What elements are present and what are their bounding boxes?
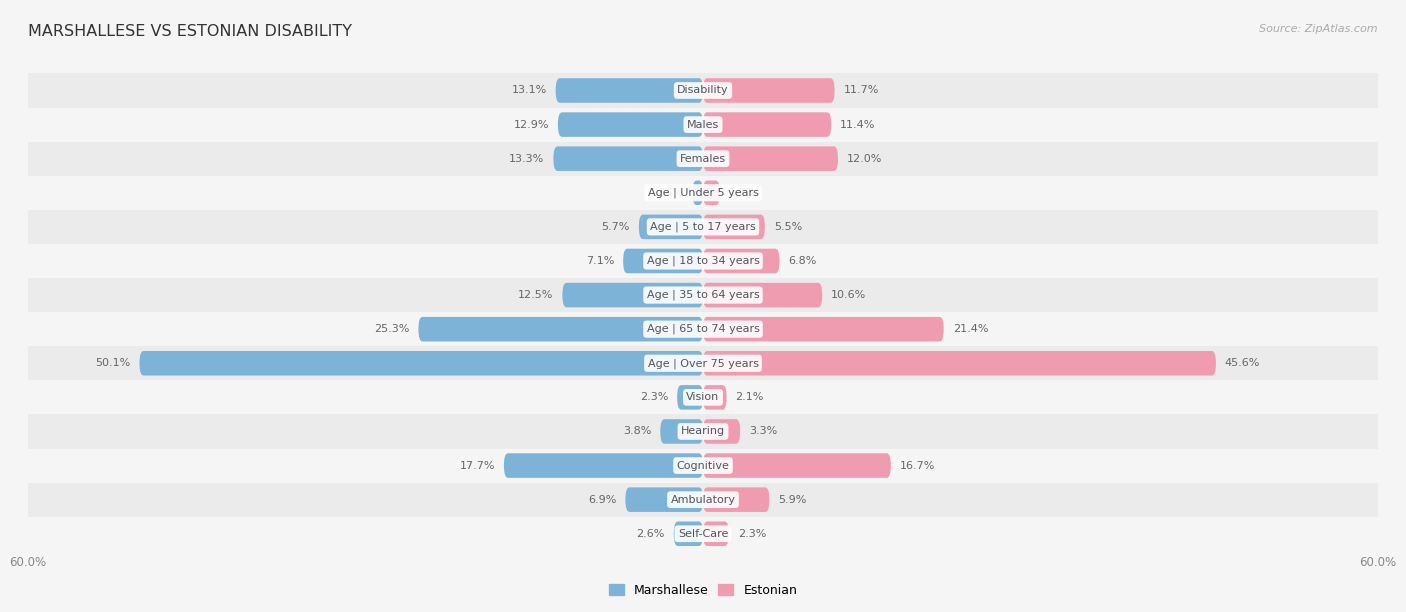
Text: 7.1%: 7.1% (586, 256, 614, 266)
Text: 3.8%: 3.8% (623, 427, 651, 436)
FancyBboxPatch shape (562, 283, 703, 307)
FancyBboxPatch shape (703, 487, 769, 512)
FancyBboxPatch shape (703, 181, 720, 205)
Text: 11.4%: 11.4% (841, 119, 876, 130)
Text: Disability: Disability (678, 86, 728, 95)
Text: Age | 65 to 74 years: Age | 65 to 74 years (647, 324, 759, 334)
Text: 10.6%: 10.6% (831, 290, 866, 300)
Text: 25.3%: 25.3% (374, 324, 409, 334)
FancyBboxPatch shape (703, 146, 838, 171)
Bar (28, 414, 1378, 449)
Text: 3.3%: 3.3% (749, 427, 778, 436)
FancyBboxPatch shape (703, 283, 823, 307)
FancyBboxPatch shape (673, 521, 703, 546)
Text: 13.1%: 13.1% (512, 86, 547, 95)
Text: Males: Males (688, 119, 718, 130)
Text: 11.7%: 11.7% (844, 86, 879, 95)
Bar (28, 449, 1378, 483)
Bar (28, 483, 1378, 517)
Text: 50.1%: 50.1% (96, 358, 131, 368)
Text: 5.9%: 5.9% (779, 494, 807, 505)
Text: 6.9%: 6.9% (588, 494, 616, 505)
Text: 2.3%: 2.3% (738, 529, 766, 539)
FancyBboxPatch shape (703, 419, 740, 444)
FancyBboxPatch shape (703, 317, 943, 341)
Bar (28, 312, 1378, 346)
Text: Vision: Vision (686, 392, 720, 402)
FancyBboxPatch shape (703, 385, 727, 409)
Bar (28, 176, 1378, 210)
Text: MARSHALLESE VS ESTONIAN DISABILITY: MARSHALLESE VS ESTONIAN DISABILITY (28, 24, 352, 40)
Text: 2.6%: 2.6% (637, 529, 665, 539)
FancyBboxPatch shape (661, 419, 703, 444)
Text: 6.8%: 6.8% (789, 256, 817, 266)
FancyBboxPatch shape (555, 78, 703, 103)
FancyBboxPatch shape (703, 215, 765, 239)
FancyBboxPatch shape (503, 453, 703, 478)
Bar (28, 210, 1378, 244)
Text: 5.5%: 5.5% (773, 222, 801, 232)
FancyBboxPatch shape (703, 248, 779, 273)
Bar (28, 244, 1378, 278)
Bar (28, 380, 1378, 414)
Text: Age | 5 to 17 years: Age | 5 to 17 years (650, 222, 756, 232)
Text: Females: Females (681, 154, 725, 163)
Bar (28, 517, 1378, 551)
Text: 12.5%: 12.5% (517, 290, 554, 300)
Text: Source: ZipAtlas.com: Source: ZipAtlas.com (1260, 24, 1378, 34)
FancyBboxPatch shape (703, 521, 728, 546)
Bar (28, 141, 1378, 176)
FancyBboxPatch shape (703, 78, 835, 103)
Text: 45.6%: 45.6% (1225, 358, 1260, 368)
Text: 1.5%: 1.5% (728, 188, 756, 198)
FancyBboxPatch shape (638, 215, 703, 239)
Bar (28, 73, 1378, 108)
Text: 16.7%: 16.7% (900, 461, 935, 471)
Text: Cognitive: Cognitive (676, 461, 730, 471)
Text: Age | 18 to 34 years: Age | 18 to 34 years (647, 256, 759, 266)
Bar (28, 278, 1378, 312)
Text: 12.9%: 12.9% (513, 119, 548, 130)
Text: 13.3%: 13.3% (509, 154, 544, 163)
Text: 2.1%: 2.1% (735, 392, 763, 402)
FancyBboxPatch shape (139, 351, 703, 376)
Text: 21.4%: 21.4% (953, 324, 988, 334)
Text: 0.94%: 0.94% (648, 188, 683, 198)
Text: 17.7%: 17.7% (460, 461, 495, 471)
FancyBboxPatch shape (554, 146, 703, 171)
Text: 5.7%: 5.7% (602, 222, 630, 232)
FancyBboxPatch shape (419, 317, 703, 341)
FancyBboxPatch shape (703, 351, 1216, 376)
Text: Self-Care: Self-Care (678, 529, 728, 539)
Text: Ambulatory: Ambulatory (671, 494, 735, 505)
FancyBboxPatch shape (692, 181, 703, 205)
Text: 2.3%: 2.3% (640, 392, 668, 402)
FancyBboxPatch shape (558, 113, 703, 137)
FancyBboxPatch shape (678, 385, 703, 409)
FancyBboxPatch shape (623, 248, 703, 273)
Legend: Marshallese, Estonian: Marshallese, Estonian (603, 579, 803, 602)
Text: Age | Under 5 years: Age | Under 5 years (648, 187, 758, 198)
Text: Hearing: Hearing (681, 427, 725, 436)
FancyBboxPatch shape (626, 487, 703, 512)
Text: Age | Over 75 years: Age | Over 75 years (648, 358, 758, 368)
Text: Age | 35 to 64 years: Age | 35 to 64 years (647, 290, 759, 300)
FancyBboxPatch shape (703, 113, 831, 137)
Text: 12.0%: 12.0% (846, 154, 883, 163)
Bar (28, 108, 1378, 141)
FancyBboxPatch shape (703, 453, 891, 478)
Bar (28, 346, 1378, 380)
